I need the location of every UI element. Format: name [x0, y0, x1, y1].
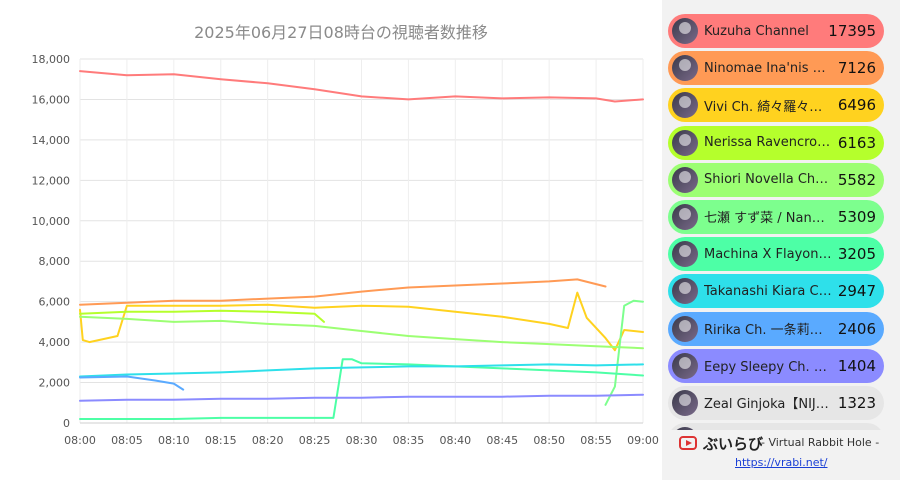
legend-viewer-count: 6496 [837, 96, 876, 115]
x-tick-label: 08:30 [346, 434, 378, 447]
chart-title: 2025年06月27日08時台の視聴者数推移 [194, 23, 488, 42]
series-line-5 [604, 299, 644, 406]
x-tick-label: 08:55 [580, 434, 612, 447]
legend-viewer-count: 6163 [837, 133, 876, 152]
avatar [672, 92, 698, 119]
legend-channel-name: Ririka Ch. 一条莉々華 [704, 323, 832, 338]
series-line-2 [79, 291, 644, 352]
y-tick-label: 14,000 [32, 134, 71, 147]
legend-channel-name: Nerissa Ravencroft Ch. hololive-EN [704, 135, 832, 151]
avatar [672, 278, 698, 305]
legend-item[interactable]: 綿貫わくは / Watanuki Wakuha1291 [668, 423, 884, 430]
legend-channel-name: Eepy Sleepy Ch. 【NIJISANJI EN】 [704, 360, 832, 376]
brand-name: ぶいらび [703, 435, 764, 453]
series-line-4 [79, 315, 644, 350]
legend-channel-name: Takanashi Kiara Ch. hololive-EN [704, 283, 832, 299]
y-tick-label: 2,000 [39, 377, 71, 390]
y-tick-label: 0 [63, 417, 70, 430]
legend-viewer-count: 3205 [837, 245, 876, 264]
series-line-9 [79, 393, 644, 402]
avatar [672, 427, 698, 430]
legend-item[interactable]: 七瀬 すず菜 / Nanase Suzuna 5309 [668, 199, 884, 234]
legend-viewer-count: 1323 [837, 393, 876, 412]
x-tick-label: 08:25 [299, 434, 331, 447]
series-line-0 [79, 70, 644, 103]
legend-channel-name: Shiori Novella Ch. hololive-EN [704, 172, 832, 188]
x-tick-label: 08:10 [158, 434, 190, 447]
y-tick-label: 18,000 [32, 53, 71, 66]
legend-item[interactable]: Zeal Ginjoka【NIJISANJI EN】 1323 [668, 385, 884, 420]
y-tick-label: 10,000 [32, 215, 71, 228]
avatar [672, 166, 698, 193]
legend-channel-name: Kuzuha Channel [704, 23, 809, 39]
series-line-3 [79, 309, 325, 323]
x-tick-label: 08:00 [64, 434, 96, 447]
y-tick-label: 12,000 [32, 174, 71, 187]
avatar [672, 55, 698, 82]
x-tick-label: 08:45 [486, 434, 518, 447]
avatar [672, 389, 698, 416]
avatar [672, 203, 698, 230]
legend-viewer-count: 5309 [837, 207, 876, 226]
legend-viewer-count: 7126 [837, 59, 876, 78]
avatar [672, 352, 698, 379]
legend-item[interactable]: Ririka Ch. 一条莉々華 2406 [668, 311, 884, 346]
legend-channel-name: Ninomae Ina'nis Ch. hololive-EN [704, 60, 832, 76]
avatar [672, 18, 698, 44]
viewer-trend-chart: 2025年06月27日08時台の視聴者数推移 0 2,000 4,000 6,000 8… [32, 23, 659, 447]
series-line-8 [79, 375, 185, 391]
legend-item[interactable]: Nerissa Ravencroft Ch. hololive-EN 6163 [668, 125, 884, 160]
legend-viewer-count: 2947 [837, 282, 876, 301]
series-line-1 [79, 278, 607, 306]
legend-viewer-count: 17395 [828, 22, 876, 40]
x-tick-label: 08:20 [252, 434, 284, 447]
avatar [672, 129, 698, 156]
legend-item[interactable]: Shiori Novella Ch. hololive-EN 5582 [668, 162, 884, 197]
brand-url-link[interactable]: https://vrabi.net/ [735, 456, 828, 469]
legend-item[interactable]: Ninomae Ina'nis Ch. hololive-EN 7126 [668, 51, 884, 86]
y-tick-label: 8,000 [39, 255, 71, 268]
legend-item[interactable]: Kuzuha Channel 17395 [668, 14, 884, 48]
branding: ぶいらび - Virtual Rabbit Hole - https://vra… [675, 432, 897, 476]
brand-subtitle: - Virtual Rabbit Hole - [761, 436, 880, 449]
legend-channel-name: Machina X Flayon Ch. hololive-ID [704, 246, 832, 262]
legend-channel-name: Zeal Ginjoka【NIJISANJI EN】 [704, 397, 832, 413]
legend-channel-name: Vivi Ch. 綺々羅々ヴィヴィ [704, 99, 832, 115]
legend-item[interactable]: Eepy Sleepy Ch. 【NIJISANJI EN】 1404 [668, 348, 884, 383]
x-tick-label: 08:15 [205, 434, 237, 447]
x-tick-label: 08:05 [111, 434, 143, 447]
avatar [672, 241, 698, 268]
y-tick-label: 4,000 [39, 336, 71, 349]
video-play-icon [679, 436, 697, 450]
x-tick-label: 08:50 [533, 434, 565, 447]
x-tick-label: 09:00 [627, 434, 659, 447]
y-tick-label: 6,000 [39, 296, 71, 309]
legend-item[interactable]: Takanashi Kiara Ch. hololive-EN 2947 [668, 274, 884, 309]
chart-panel: 2025年06月27日08時台の視聴者数推移 0 2,000 4,000 6,000 8… [0, 0, 662, 480]
legend-channel-name: 七瀬 すず菜 / Nanase Suzuna [704, 211, 832, 227]
legend-item[interactable]: Machina X Flayon Ch. hololive-ID 3205 [668, 237, 884, 272]
legend-viewer-count: 5582 [837, 170, 876, 189]
avatar [672, 315, 698, 342]
x-tick-label: 08:40 [439, 434, 471, 447]
series-line-7 [79, 363, 644, 378]
series-line-6 [79, 358, 644, 420]
legend-viewer-count: 1404 [837, 356, 876, 375]
legend-viewer-count: 2406 [837, 319, 876, 338]
x-tick-label: 08:35 [393, 434, 425, 447]
legend: Kuzuha Channel 17395 Ninomae Ina'nis Ch. h… [668, 14, 884, 430]
y-tick-label: 16,000 [32, 93, 71, 106]
legend-item[interactable]: Vivi Ch. 綺々羅々ヴィヴィ 6496 [668, 88, 884, 123]
